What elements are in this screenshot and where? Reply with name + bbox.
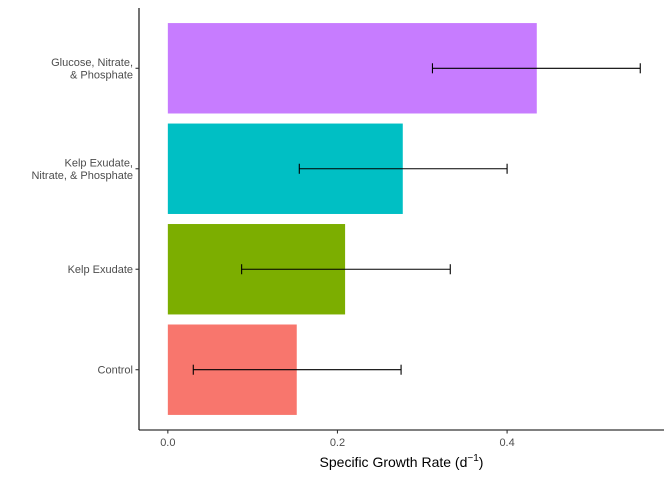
axes-layer — [135, 8, 664, 434]
error-bars-layer — [192, 63, 641, 375]
error-bar-2 — [298, 163, 508, 174]
x-axis-title: Specific Growth Rate (d−1) — [320, 453, 484, 470]
x-tick-label-0: 0.0 — [160, 437, 175, 449]
y-tick-label-1: Kelp Exudate — [68, 264, 133, 276]
y-tick-label-0: Control — [98, 365, 133, 377]
error-bar-3 — [431, 63, 641, 74]
y-tick-label-2: Kelp Exudate, Nitrate, & Phosphate — [31, 158, 133, 183]
x-tick-label-1: 0.2 — [330, 437, 345, 449]
error-bar-0 — [192, 364, 402, 375]
y-tick-label-3: Glucose, Nitrate, & Phosphate — [51, 57, 133, 82]
error-bar-1 — [241, 264, 451, 275]
bars-layer — [167, 23, 537, 415]
x-tick-label-2: 0.4 — [499, 437, 514, 449]
labels-layer: 0.0 0.2 0.4 Control Kelp Exudate Kelp Exudate… — [31, 57, 514, 470]
